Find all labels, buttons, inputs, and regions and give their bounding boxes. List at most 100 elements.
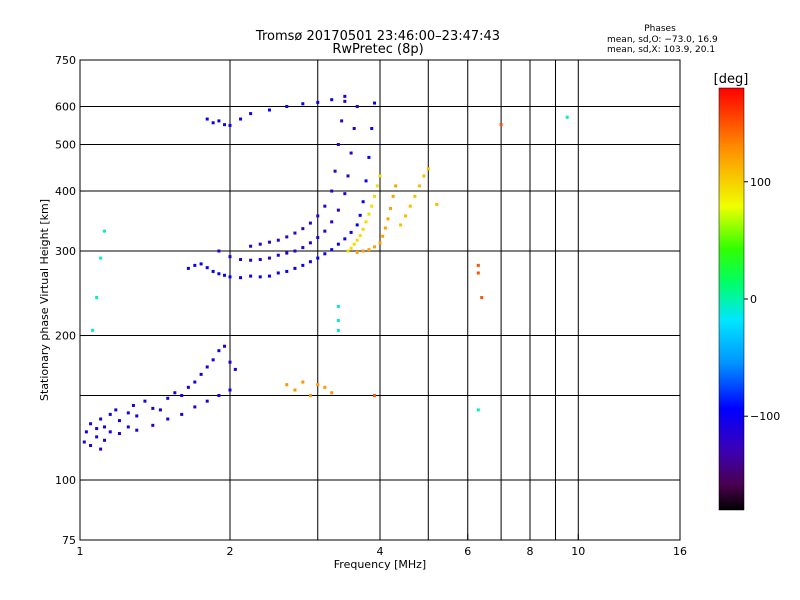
data-point [211, 358, 215, 362]
data-point [316, 236, 320, 240]
data-point [349, 230, 353, 234]
data-point [99, 256, 103, 260]
x-tick-label: 10 [571, 545, 585, 558]
data-point [199, 372, 203, 376]
data-point [330, 391, 334, 395]
data-point [301, 263, 305, 267]
data-point [301, 102, 305, 106]
data-point [378, 174, 382, 178]
data-point [258, 258, 262, 262]
data-point [476, 408, 480, 412]
data-point [391, 194, 395, 198]
data-point [426, 167, 430, 171]
data-point [352, 242, 356, 246]
data-point [355, 105, 359, 109]
data-point [217, 272, 221, 276]
y-tick-label: 600 [55, 101, 76, 114]
data-point [95, 435, 99, 439]
data-point [323, 252, 327, 256]
data-point [373, 194, 377, 198]
data-point [285, 105, 289, 109]
data-point [267, 240, 271, 244]
data-point [330, 189, 334, 193]
data-point [330, 220, 334, 224]
colorbar-label: [deg] [714, 72, 749, 87]
data-point [173, 391, 177, 395]
x-tick-label: 6 [464, 545, 471, 558]
data-point [89, 444, 93, 448]
data-point [99, 447, 103, 451]
data-point [180, 412, 184, 416]
y-tick-label: 750 [55, 54, 76, 67]
data-point [126, 411, 130, 415]
data-point [228, 388, 232, 392]
data-point [166, 417, 170, 421]
x-tick-label: 8 [527, 545, 534, 558]
x-tick-label: 2 [227, 545, 234, 558]
data-point [316, 256, 320, 260]
grid [80, 60, 680, 540]
data-point [205, 399, 209, 403]
data-point [151, 423, 155, 427]
chart-subtitle: RwPretec (8p) [332, 42, 423, 57]
data-point [108, 430, 112, 434]
data-point [228, 275, 232, 279]
data-point [126, 425, 130, 429]
data-point [249, 258, 253, 262]
data-point [205, 117, 209, 121]
data-point [375, 184, 379, 188]
data-point [386, 217, 390, 221]
data-point [361, 249, 365, 253]
data-point [103, 438, 107, 442]
x-tick-label: 16 [673, 545, 687, 558]
data-point [323, 204, 327, 208]
legend-title: Phases [644, 24, 676, 34]
data-point [381, 234, 385, 238]
data-point [211, 269, 215, 273]
data-point [89, 422, 93, 426]
colorbar-tick-label: −100 [750, 410, 780, 423]
data-point [205, 266, 209, 270]
data-point [285, 269, 289, 273]
data-point [186, 266, 190, 270]
data-point [217, 119, 221, 123]
data-point [217, 394, 221, 398]
data-point [276, 253, 280, 257]
data-point [370, 126, 374, 130]
data-point [135, 428, 139, 432]
data-point [199, 262, 203, 266]
data-point [336, 208, 340, 212]
data-point [267, 108, 271, 112]
data-point [151, 406, 155, 410]
data-point [99, 417, 103, 421]
data-point [367, 155, 371, 159]
data-point [358, 234, 362, 238]
data-point [301, 380, 305, 384]
y-tick-label: 75 [62, 534, 76, 547]
data-point [316, 383, 320, 387]
chart-title: Tromsø 20170501 23:46:00–23:47:43 [255, 29, 500, 44]
data-point [343, 237, 347, 241]
data-point [361, 200, 365, 204]
data-point [239, 276, 243, 280]
data-point [346, 249, 350, 253]
data-point [308, 394, 312, 398]
data-point [193, 380, 197, 384]
colorbar-ticks: 100 0 −100 [744, 176, 780, 423]
data-point [223, 344, 227, 348]
colorbar-tick-label: 0 [750, 293, 757, 306]
data-point [223, 123, 227, 127]
data-point [285, 251, 289, 255]
data-point [223, 273, 227, 277]
x-tick-label: 1 [77, 545, 84, 558]
data-point [166, 396, 170, 400]
data-point [103, 425, 107, 429]
data-point [301, 227, 305, 231]
data-point [285, 235, 289, 239]
y-tick-label: 500 [55, 139, 76, 152]
y-tick-label: 400 [55, 185, 76, 198]
data-point [343, 94, 347, 98]
data-point [480, 296, 484, 300]
data-point [308, 260, 312, 264]
colorbar [718, 87, 745, 511]
